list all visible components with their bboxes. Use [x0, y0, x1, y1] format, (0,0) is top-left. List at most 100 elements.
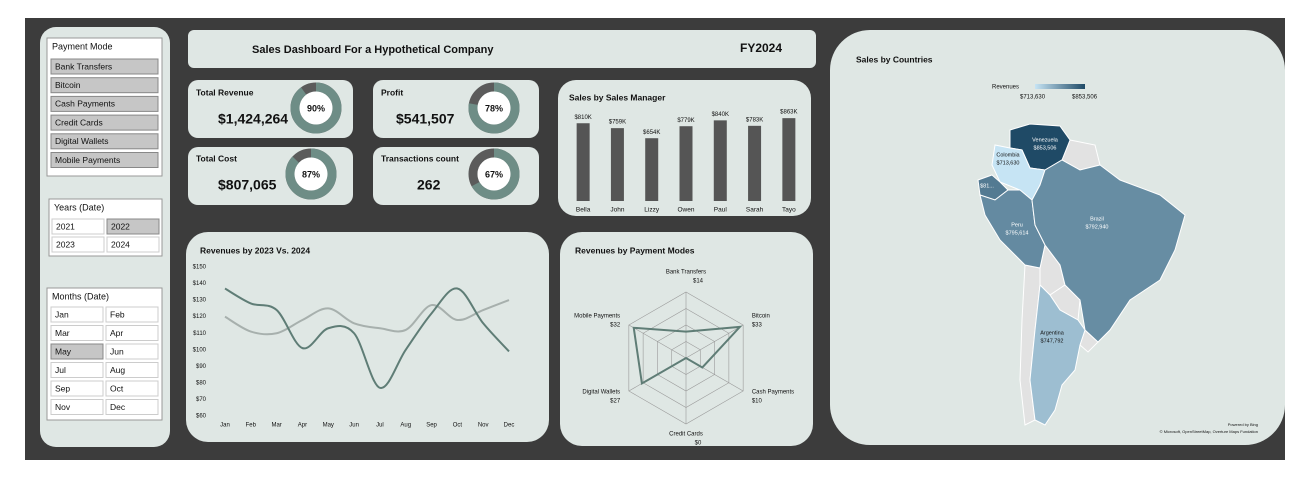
- x-tick-label: Aug: [400, 423, 411, 429]
- donut-label: 87%: [302, 169, 320, 179]
- bar: [645, 138, 659, 201]
- country-name: Brazil: [1090, 216, 1104, 222]
- slicer-item-label[interactable]: Jul: [55, 365, 66, 375]
- slicer-item[interactable]: [106, 236, 160, 253]
- y-tick-label: $60: [196, 414, 207, 420]
- slicer-item-label[interactable]: Jun: [110, 346, 124, 356]
- country: [1031, 159, 1186, 343]
- slicer-item[interactable]: [50, 152, 159, 168]
- slicer-item-label[interactable]: Oct: [110, 383, 124, 393]
- bar-value-label: $840K: [712, 112, 729, 118]
- kpi-value: $541,507: [396, 111, 455, 127]
- radar-category-label: Credit Cards: [669, 432, 703, 438]
- slicer-item[interactable]: [50, 306, 104, 323]
- slicer-item[interactable]: [50, 58, 159, 75]
- slicer-item-label[interactable]: Bitcoin: [55, 80, 81, 90]
- radar-spoke: [685, 324, 744, 359]
- slicer-item[interactable]: [50, 325, 104, 341]
- slicer-item[interactable]: [105, 306, 159, 323]
- donut-hole: [477, 91, 511, 125]
- slicer-item-label[interactable]: Sep: [55, 383, 70, 393]
- country-value: $792,940: [1086, 224, 1109, 230]
- donut-arc: [285, 148, 337, 200]
- x-tick-label: Sarah: [746, 207, 764, 214]
- x-tick-label: Jun: [349, 423, 359, 429]
- slicer-item-label[interactable]: Apr: [110, 328, 123, 338]
- x-tick-label: Sep: [426, 423, 437, 429]
- radar-category-label: Mobile Payments: [574, 314, 620, 320]
- radar-spoke: [628, 324, 687, 359]
- slicer-item[interactable]: [105, 399, 159, 415]
- slicer-item-label[interactable]: Jan: [55, 309, 69, 319]
- slicer-item[interactable]: [51, 218, 105, 235]
- slicer-item-label[interactable]: 2024: [111, 239, 130, 249]
- slicer-item[interactable]: [50, 380, 104, 397]
- slicer-item[interactable]: [51, 236, 105, 253]
- slicer-item-label[interactable]: Cash Payments: [55, 99, 115, 109]
- slicer-item[interactable]: [105, 343, 159, 360]
- slicer-item[interactable]: [50, 362, 104, 378]
- slicer-item-label[interactable]: Mobile Payments: [55, 155, 120, 165]
- country-value: $81...: [980, 183, 994, 189]
- bar-value-label: $654K: [643, 130, 660, 136]
- y-tick-label: $130: [193, 298, 207, 304]
- bar: [610, 128, 624, 201]
- slicer-item[interactable]: [106, 218, 160, 235]
- slicer-item-label[interactable]: Bank Transfers: [55, 61, 112, 71]
- bar-value-label: $759K: [609, 120, 626, 126]
- slicer-item[interactable]: [50, 95, 159, 112]
- slicer-item-label[interactable]: Aug: [110, 365, 125, 375]
- slicer-item[interactable]: [50, 133, 159, 150]
- x-tick-label: Apr: [298, 423, 307, 429]
- slicer-item-label[interactable]: Dec: [110, 402, 126, 412]
- country-value: $795,614: [1006, 230, 1029, 236]
- radar-category-label: Bank Transfers: [666, 270, 706, 276]
- slicer-item-label[interactable]: 2023: [56, 239, 75, 249]
- country-value: $713,630: [997, 160, 1020, 166]
- y-tick-label: $150: [193, 265, 207, 271]
- slicer-item-label[interactable]: Digital Wallets: [55, 136, 109, 146]
- y-tick-label: $110: [193, 331, 207, 337]
- x-tick-label: Feb: [246, 423, 257, 429]
- legend-min-label: $713,630: [1020, 95, 1046, 101]
- dashboard-title: Sales Dashboard For a Hypothetical Compa…: [252, 44, 494, 56]
- slicer-item-label[interactable]: Credit Cards: [55, 117, 103, 127]
- donut-arc: [290, 82, 342, 134]
- slicer-item[interactable]: [105, 325, 159, 341]
- chart-title: Sales by Countries: [856, 54, 933, 64]
- kpi-title: Profit: [381, 87, 403, 97]
- slicer-item-label[interactable]: 2021: [56, 221, 75, 231]
- slicer-item[interactable]: [50, 343, 104, 360]
- slicer-item-label[interactable]: Mar: [55, 328, 70, 338]
- country: [1029, 283, 1086, 426]
- x-tick-label: May: [323, 423, 334, 429]
- x-tick-label: Paul: [714, 207, 728, 214]
- map-attribution: Powered by Bing: [1228, 422, 1258, 427]
- bar-value-label: $783K: [746, 117, 763, 123]
- donut-label: 90%: [307, 103, 325, 113]
- slicer-item-label[interactable]: Nov: [55, 402, 71, 412]
- slicer-item-label[interactable]: Feb: [110, 309, 125, 319]
- x-tick-label: John: [610, 207, 624, 214]
- chart-title: Revenues by Payment Modes: [575, 245, 695, 255]
- chart-title: Sales by Sales Manager: [569, 92, 666, 102]
- x-tick-label: Jul: [376, 423, 384, 429]
- slicer-item[interactable]: [50, 77, 159, 94]
- slicer-item-label[interactable]: May: [55, 346, 72, 356]
- slicer-item[interactable]: [105, 380, 159, 397]
- donut-hole: [299, 91, 333, 125]
- x-tick-label: Lizzy: [644, 207, 660, 214]
- slicer-item-label[interactable]: 2022: [111, 221, 130, 231]
- fiscal-year: FY2024: [740, 41, 782, 55]
- bar: [576, 123, 590, 201]
- country-value: $853,506: [1034, 145, 1057, 151]
- radar-value-label: $32: [610, 323, 621, 329]
- radar-value-label: $33: [752, 323, 763, 329]
- slicer-item[interactable]: [50, 114, 159, 131]
- radar-value-label: $0: [695, 441, 702, 447]
- kpi-value: $1,424,264: [218, 111, 288, 127]
- slicer-item[interactable]: [105, 362, 159, 378]
- radar-category-label: Digital Wallets: [582, 390, 620, 396]
- slicer-item[interactable]: [50, 399, 104, 415]
- kpi-value: $807,065: [218, 177, 277, 193]
